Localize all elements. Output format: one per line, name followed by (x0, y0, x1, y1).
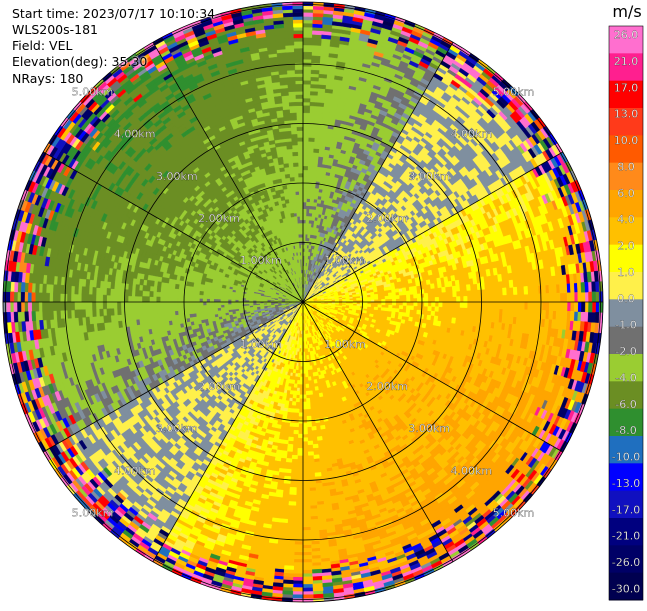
colorbar-segment (609, 463, 643, 492)
colorbar-segment (609, 299, 643, 328)
colorbar-segment (609, 272, 643, 300)
velocity-gates (2, 6, 604, 600)
range-label: 3.00km (408, 422, 450, 435)
azimuth-spoke (302, 41, 454, 303)
colorbar-tick-label: 2.0 (617, 240, 635, 253)
range-label: 1.00km (324, 338, 366, 351)
azimuth-spoke (152, 41, 304, 303)
colorbar-tick-label: -1.0 (615, 319, 636, 332)
range-label: 5.00km (493, 86, 535, 99)
azimuth-spoke (302, 151, 563, 303)
colorbar-tick-label: 1.0 (617, 266, 635, 279)
colorbar-tick-label: 17.0 (614, 81, 639, 94)
colorbar-segment (609, 545, 643, 574)
range-label: 2.00km (366, 380, 408, 393)
range-label: 4.00km (451, 464, 493, 477)
colorbar-segment (609, 217, 643, 246)
colorbar-segment (609, 244, 643, 273)
azimuth-spoke (302, 301, 563, 453)
colorbar-segment (609, 490, 643, 519)
colorbar-tick-label: -2.0 (615, 345, 636, 358)
azimuth-spoke (302, 301, 454, 562)
colorbar-segment (609, 381, 643, 410)
start-time-label: Start time: 2023/07/17 10:10:34 (12, 6, 216, 21)
colorbar-tick-label: 13.0 (614, 108, 639, 121)
colorbar-segment (609, 135, 643, 164)
range-label: 3.00km (408, 170, 450, 183)
azimuth-spoke (42, 301, 304, 453)
colorbar-tick-label: -30.0 (612, 583, 640, 596)
range-label: 5.00km (493, 506, 535, 519)
range-label: 4.00km (114, 128, 156, 141)
colorbar-tick-label: 21.0 (614, 55, 639, 68)
range-label: 4.00km (114, 464, 156, 477)
range-label: 1.00km (240, 254, 282, 267)
colorbar-segment (609, 80, 643, 109)
colorbar-tick-label: -8.0 (615, 424, 636, 437)
colorbar-tick-label: 8.0 (617, 160, 635, 173)
range-label: 1.00km (324, 254, 366, 267)
field-label: Field: VEL (12, 38, 73, 53)
velocity-gates (7, 23, 581, 593)
range-grid (2, 1, 604, 603)
colorbar-segment (609, 354, 643, 382)
colorbar-border (608, 25, 644, 601)
colorbar-tick-label: 4.0 (617, 213, 635, 226)
nrays-label: NRays: 180 (12, 71, 84, 86)
site-label: WLS200s-181 (12, 22, 98, 37)
colorbar-segment (609, 436, 643, 464)
range-labels: 1.00km 1.00km 1.00km 1.00km 2.00km 2.00km 2.00… (72, 85, 535, 519)
colorbar-segment (609, 408, 643, 437)
elevation-label: Elevation(deg): 35.30 (12, 54, 148, 69)
range-label: 2.00km (198, 212, 240, 225)
colorbar-segment (609, 190, 643, 218)
colorbar-tick-label: -26.0 (612, 556, 640, 569)
range-label: 2.00km (366, 212, 408, 225)
colorbar-tick-label: -17.0 (612, 503, 640, 516)
colorbar-tick-label: -13.0 (612, 477, 640, 490)
colorbar-segment (609, 326, 643, 355)
range-label: 1.00km (240, 338, 282, 351)
colorbar-tick-label: -4.0 (615, 372, 636, 385)
colorbar-segment (609, 26, 643, 54)
azimuth-spoke (42, 151, 304, 303)
colorbar-segment (609, 572, 643, 601)
colorbar-segment (609, 518, 643, 546)
range-label: 2.00km (198, 380, 240, 393)
range-label: 3.00km (156, 170, 198, 183)
colorbar-unit: m/s (612, 2, 641, 21)
colorbar-tick-label: 10.0 (614, 134, 639, 147)
colorbar-segment (609, 108, 643, 136)
colorbar-tick-label: -6.0 (615, 398, 636, 411)
colorbar-tick-label: 6.0 (617, 187, 635, 200)
colorbar-tick-label: 0.0 (617, 292, 635, 305)
azimuth-spoke (152, 301, 304, 562)
colorbar-tick-label: -10.0 (612, 451, 640, 464)
colorbar: 26.0 21.0 17.0 13.0 10.0 8.0 6.0 4.0 2.0 1.0 0.0 -1… (608, 2, 644, 601)
colorbar-segment (609, 53, 643, 82)
range-label: 5.00km (72, 506, 114, 519)
colorbar-tick-label: -21.0 (612, 530, 640, 543)
range-label: 4.00km (451, 128, 493, 141)
colorbar-segment (609, 162, 643, 191)
range-label: 3.00km (156, 422, 198, 435)
range-label: 5.00km (72, 86, 114, 99)
colorbar-tick-label: 26.0 (614, 29, 639, 42)
